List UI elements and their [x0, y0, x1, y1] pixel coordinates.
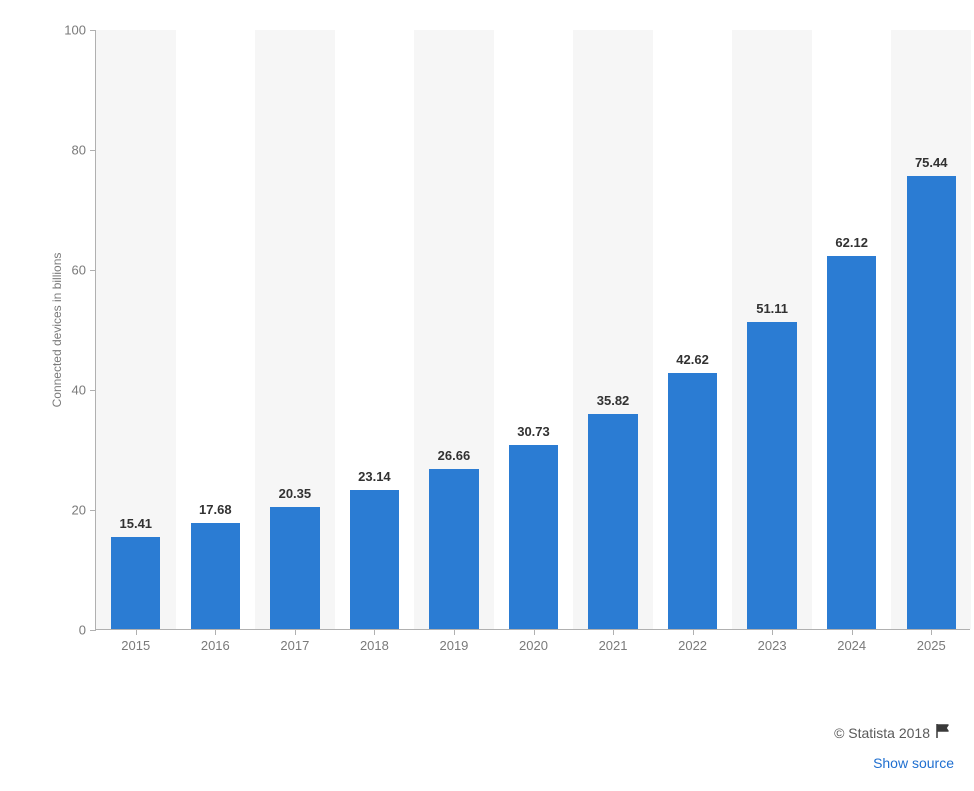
plot-region: 02040608010015.41201517.68201620.3520172… [95, 30, 970, 630]
x-tick [693, 629, 694, 635]
y-tick-label: 100 [56, 23, 86, 38]
bar-value-label: 51.11 [756, 301, 788, 316]
show-source-link[interactable]: Show source [834, 755, 954, 771]
x-tick-label: 2024 [837, 638, 866, 653]
x-tick [534, 629, 535, 635]
y-tick-label: 40 [56, 383, 86, 398]
x-tick-label: 2015 [121, 638, 150, 653]
bar[interactable] [509, 445, 558, 629]
chart-container: Connected devices in billions 0204060801… [0, 0, 974, 791]
y-tick-label: 0 [56, 623, 86, 638]
bar[interactable] [747, 322, 796, 629]
bar[interactable] [827, 256, 876, 629]
bar[interactable] [588, 414, 637, 629]
x-tick-label: 2016 [201, 638, 230, 653]
chart-area: Connected devices in billions 0204060801… [50, 30, 970, 670]
bar-value-label: 17.68 [199, 502, 232, 517]
bar-value-label: 35.82 [597, 393, 630, 408]
bar[interactable] [111, 537, 160, 629]
x-tick-label: 2025 [917, 638, 946, 653]
bar[interactable] [191, 523, 240, 629]
y-tick-label: 20 [56, 503, 86, 518]
bar[interactable] [668, 373, 717, 629]
bar-value-label: 42.62 [676, 352, 709, 367]
bar-value-label: 15.41 [119, 516, 152, 531]
bar[interactable] [429, 469, 478, 629]
bar-value-label: 26.66 [438, 448, 471, 463]
bar-value-label: 20.35 [279, 486, 312, 501]
x-tick [772, 629, 773, 635]
x-tick [931, 629, 932, 635]
bar-value-label: 62.12 [835, 235, 868, 250]
y-tick-label: 80 [56, 143, 86, 158]
x-tick-label: 2020 [519, 638, 548, 653]
flag-icon [936, 724, 954, 743]
x-tick-label: 2019 [439, 638, 468, 653]
x-tick-label: 2021 [599, 638, 628, 653]
copyright-text: © Statista 2018 [834, 725, 930, 741]
y-tick-label: 60 [56, 263, 86, 278]
bar[interactable] [907, 176, 956, 629]
x-tick-label: 2017 [280, 638, 309, 653]
bar[interactable] [350, 490, 399, 629]
x-tick-label: 2018 [360, 638, 389, 653]
bar[interactable] [270, 507, 319, 629]
x-tick-label: 2023 [758, 638, 787, 653]
bar-value-label: 23.14 [358, 469, 391, 484]
x-tick [295, 629, 296, 635]
x-tick [454, 629, 455, 635]
x-tick [613, 629, 614, 635]
x-tick-label: 2022 [678, 638, 707, 653]
x-tick [852, 629, 853, 635]
x-tick [215, 629, 216, 635]
copyright-line: © Statista 2018 [834, 724, 954, 743]
y-tick [90, 630, 96, 631]
x-tick [374, 629, 375, 635]
x-tick [136, 629, 137, 635]
bar-value-label: 30.73 [517, 424, 550, 439]
chart-footer: © Statista 2018 Show source [834, 724, 954, 772]
bar-value-label: 75.44 [915, 155, 948, 170]
